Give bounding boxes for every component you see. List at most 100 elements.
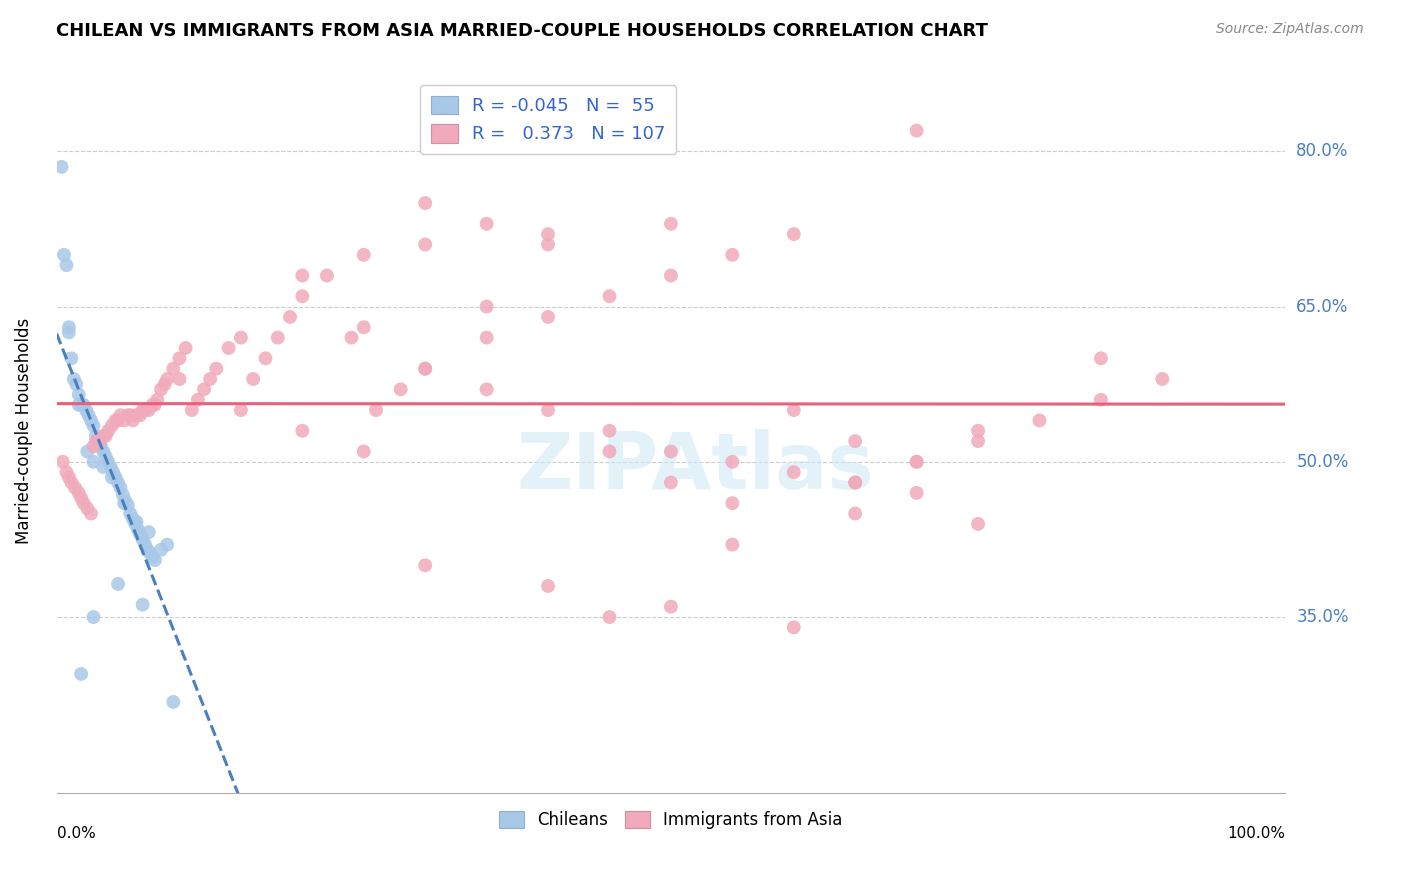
Point [139, 546, 162, 560]
Point [905, 123, 928, 137]
Point [91, 429, 114, 443]
Point [143, 398, 166, 412]
Text: ZIPAtlas: ZIPAtlas [516, 429, 875, 505]
Point [111, 488, 134, 502]
Point [659, 475, 682, 490]
Point [120, 507, 142, 521]
Point [91, 444, 114, 458]
Point [112, 496, 135, 510]
Point [1152, 372, 1174, 386]
Point [72, 496, 94, 510]
Point [89, 434, 111, 449]
Point [218, 341, 240, 355]
Point [193, 382, 215, 396]
Point [291, 289, 314, 303]
Point [55, 258, 77, 272]
Point [77, 409, 100, 423]
Point [389, 382, 412, 396]
Point [131, 533, 153, 547]
Point [110, 481, 132, 495]
Point [967, 434, 990, 449]
Point [153, 377, 176, 392]
Point [104, 413, 127, 427]
Text: CHILEAN VS IMMIGRANTS FROM ASIA MARRIED-COUPLE HOUSEHOLDS CORRELATION CHART: CHILEAN VS IMMIGRANTS FROM ASIA MARRIED-… [56, 22, 988, 40]
Text: 0.0%: 0.0% [56, 826, 96, 841]
Point [783, 620, 806, 634]
Point [129, 409, 152, 423]
Point [537, 310, 560, 324]
Point [120, 409, 142, 423]
Point [537, 403, 560, 417]
Point [97, 455, 120, 469]
Point [136, 542, 159, 557]
Point [353, 248, 375, 262]
Point [169, 372, 191, 386]
Point [205, 361, 228, 376]
Point [143, 553, 166, 567]
Point [134, 538, 156, 552]
Point [76, 501, 98, 516]
Point [84, 434, 107, 449]
Point [101, 418, 124, 433]
Point [121, 512, 143, 526]
Point [150, 542, 173, 557]
Point [353, 320, 375, 334]
Point [475, 217, 498, 231]
Point [70, 667, 93, 681]
Point [905, 455, 928, 469]
Point [475, 300, 498, 314]
Point [60, 351, 83, 366]
Point [413, 196, 436, 211]
Point [475, 330, 498, 344]
Point [52, 455, 75, 469]
Text: 65.0%: 65.0% [1296, 298, 1348, 316]
Point [91, 460, 114, 475]
Point [138, 403, 160, 417]
Point [364, 403, 387, 417]
Point [475, 382, 498, 396]
Point [141, 549, 163, 564]
Text: 80.0%: 80.0% [1296, 143, 1348, 161]
Point [112, 413, 135, 427]
Point [58, 320, 80, 334]
Text: 100.0%: 100.0% [1227, 826, 1285, 841]
Point [107, 413, 129, 427]
Text: 35.0%: 35.0% [1296, 608, 1348, 626]
Point [413, 361, 436, 376]
Point [101, 465, 124, 479]
Point [598, 444, 620, 458]
Point [58, 470, 80, 484]
Point [82, 610, 104, 624]
Point [131, 598, 153, 612]
Point [659, 217, 682, 231]
Point [82, 455, 104, 469]
Point [180, 403, 202, 417]
Point [242, 372, 264, 386]
Point [87, 434, 110, 449]
Point [138, 525, 160, 540]
Point [75, 403, 97, 417]
Point [721, 496, 744, 510]
Point [60, 475, 83, 490]
Point [316, 268, 339, 283]
Point [278, 310, 301, 324]
Point [55, 465, 77, 479]
Point [162, 695, 184, 709]
Point [150, 382, 173, 396]
Point [659, 268, 682, 283]
Point [67, 398, 90, 412]
Point [94, 450, 117, 464]
Point [70, 491, 93, 505]
Point [110, 409, 132, 423]
Point [659, 599, 682, 614]
Point [129, 527, 152, 541]
Text: Source: ZipAtlas.com: Source: ZipAtlas.com [1216, 22, 1364, 37]
Point [229, 403, 252, 417]
Point [537, 227, 560, 241]
Point [844, 475, 866, 490]
Point [82, 418, 104, 433]
Point [844, 475, 866, 490]
Point [721, 538, 744, 552]
Point [65, 377, 87, 392]
Point [72, 398, 94, 412]
